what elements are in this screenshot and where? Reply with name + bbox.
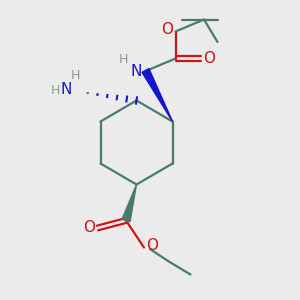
Text: H: H (51, 83, 60, 97)
Text: O: O (146, 238, 158, 253)
Text: O: O (203, 51, 215, 66)
Text: N: N (61, 82, 72, 98)
Text: O: O (161, 22, 173, 37)
Text: O: O (83, 220, 95, 236)
Polygon shape (122, 184, 136, 222)
Text: H: H (118, 52, 128, 66)
Text: N: N (130, 64, 142, 80)
Text: H: H (71, 69, 80, 82)
Polygon shape (142, 69, 172, 122)
